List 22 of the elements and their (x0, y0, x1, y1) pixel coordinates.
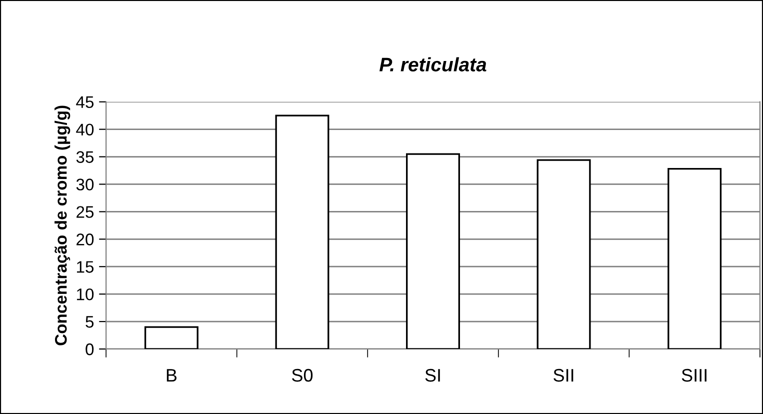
y-tick-label: 25 (76, 206, 94, 218)
y-tick-label: 20 (76, 234, 94, 246)
y-tick-label: 40 (76, 124, 94, 136)
y-tick-label: 10 (76, 288, 94, 300)
y-tick-label: 15 (76, 261, 94, 273)
bar (536, 159, 591, 349)
bar (144, 326, 198, 349)
x-tick-label: B (166, 369, 177, 382)
y-tick-label: 35 (76, 151, 94, 163)
bar (668, 168, 722, 349)
x-tick-label: S0 (292, 368, 313, 382)
y-axis-title: Concentração de cromo (µg/g) (54, 106, 70, 346)
x-tick-label: SIII (682, 368, 706, 382)
x-tick-label: SI (425, 368, 440, 382)
y-tick-label: 45 (76, 96, 94, 108)
x-tick-label: SII (554, 368, 574, 382)
bar (406, 153, 460, 349)
y-tick-label: 0 (86, 343, 94, 356)
bar (275, 114, 330, 349)
y-tick-label: 30 (76, 178, 94, 190)
chart-title: P. reticulata (379, 57, 486, 72)
y-tick-label: 5 (86, 316, 94, 328)
